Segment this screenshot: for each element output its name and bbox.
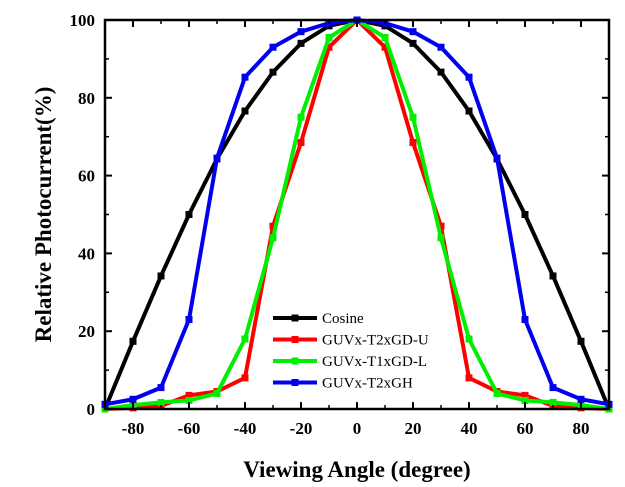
series-GUVx-T2xGH (102, 17, 613, 408)
data-point (242, 335, 249, 342)
x-axis-title: Viewing Angle (degree) (243, 457, 470, 482)
data-point (494, 390, 501, 397)
data-point (410, 40, 417, 47)
y-tick-label: 20 (78, 322, 95, 341)
y-tick-label: 0 (87, 400, 96, 419)
data-point (158, 399, 165, 406)
legend-label: Cosine (322, 311, 364, 327)
x-tick-label: -40 (234, 419, 257, 438)
data-point (438, 44, 445, 51)
data-point (130, 338, 137, 345)
data-point (578, 396, 585, 403)
data-point (382, 34, 389, 41)
x-tick-label: -60 (178, 419, 201, 438)
data-point (466, 335, 473, 342)
data-point (242, 74, 249, 81)
legend-swatch-marker (292, 379, 299, 386)
x-tick-label: 40 (461, 419, 478, 438)
data-point (298, 139, 305, 146)
y-tick-label: 100 (70, 11, 96, 30)
legend-label: GUVx-T2xGH (322, 376, 413, 392)
data-point (214, 155, 221, 162)
data-point (298, 40, 305, 47)
data-point (270, 234, 277, 241)
x-tick-label: -20 (290, 419, 313, 438)
legend: Cosine GUVx-T2xGD-U GUVx-T1xGD-L GUVx-T2xGH (273, 311, 429, 392)
data-point (326, 34, 333, 41)
y-axis-title: Relative Photocurrent(%) (31, 87, 56, 343)
data-point (242, 374, 249, 381)
series-line (105, 20, 609, 409)
data-point (158, 272, 165, 279)
data-point (242, 108, 249, 115)
x-tick-labels: -80 -60 -40 -20 0 20 40 60 80 (122, 419, 590, 438)
x-tick-label: 60 (517, 419, 534, 438)
data-point (186, 316, 193, 323)
data-point (410, 114, 417, 121)
y-tick-label: 60 (78, 167, 95, 186)
data-point (298, 114, 305, 121)
data-point (494, 155, 501, 162)
data-point (158, 384, 165, 391)
series-line (105, 20, 609, 409)
data-point (214, 390, 221, 397)
legend-label: GUVx-T2xGD-U (322, 333, 429, 349)
data-point (550, 272, 557, 279)
data-point (410, 139, 417, 146)
legend-swatch-marker (292, 336, 299, 343)
plot-frame (105, 20, 609, 409)
data-point (550, 384, 557, 391)
x-tick-label: -80 (122, 419, 145, 438)
legend-label: GUVx-T1xGD-L (322, 354, 427, 370)
data-point (438, 69, 445, 76)
x-tick-label: 0 (353, 419, 362, 438)
data-point (466, 374, 473, 381)
x-tick-label: 20 (405, 419, 422, 438)
x-tick-label: 80 (573, 419, 590, 438)
data-point (298, 28, 305, 35)
data-point (466, 74, 473, 81)
legend-swatch-marker (292, 358, 299, 365)
data-point (270, 44, 277, 51)
y-tick-label: 40 (78, 244, 95, 263)
data-point (550, 399, 557, 406)
data-point (578, 338, 585, 345)
data-point (522, 211, 529, 218)
data-point (466, 108, 473, 115)
data-point (270, 69, 277, 76)
data-point (186, 211, 193, 218)
series-line (105, 20, 609, 409)
data-point (410, 28, 417, 35)
axis-ticks (105, 20, 609, 409)
y-tick-label: 80 (78, 89, 95, 108)
data-point (522, 316, 529, 323)
legend-swatch-marker (292, 315, 299, 322)
data-point (438, 234, 445, 241)
y-tick-labels: 0 20 40 60 80 100 (70, 11, 96, 419)
data-point (130, 396, 137, 403)
